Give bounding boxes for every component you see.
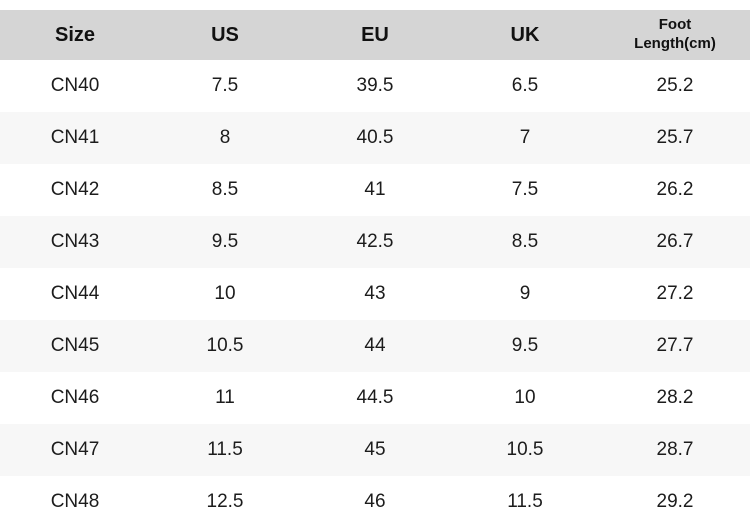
cell-size: CN46 — [50, 387, 100, 408]
cell-foot-length: 26.2 — [656, 179, 694, 200]
table-row: CN44 10 43 9 27.2 — [0, 268, 750, 320]
cell-foot-length: 28.7 — [656, 439, 694, 460]
cell-eu: 46 — [364, 491, 386, 512]
header-cell-size: Size — [54, 23, 96, 46]
cell-size: CN44 — [50, 283, 100, 304]
table-body: CN40 7.5 39.5 6.5 25.2 CN41 8 40.5 7 25.… — [0, 60, 750, 528]
cell-foot-length: 25.7 — [656, 127, 694, 148]
cell-uk: 8.5 — [511, 231, 539, 252]
header-row: Size US EU UK Foot Length(cm) — [0, 10, 750, 60]
cell-uk: 10 — [514, 387, 536, 408]
cell-eu: 45 — [364, 439, 386, 460]
cell-us: 7.5 — [211, 75, 239, 96]
cell-us: 12.5 — [206, 491, 244, 512]
table-row: CN48 12.5 46 11.5 29.2 — [0, 476, 750, 528]
cell-us: 10 — [214, 283, 236, 304]
cell-foot-length: 27.2 — [656, 283, 694, 304]
cell-foot-length: 27.7 — [656, 335, 694, 356]
header-cell-foot-length: Foot Length(cm) — [600, 10, 750, 60]
cell-us: 8 — [219, 127, 231, 148]
cell-foot-length: 26.7 — [656, 231, 694, 252]
cell-us: 11 — [215, 387, 235, 408]
cell-us: 9.5 — [211, 231, 239, 252]
cell-foot-length: 28.2 — [656, 387, 694, 408]
cell-size: CN45 — [50, 335, 100, 356]
header-cell-foot-length-label: Foot Length(cm) — [634, 16, 716, 52]
cell-size: CN41 — [50, 127, 100, 148]
cell-eu: 42.5 — [356, 231, 394, 252]
cell-foot-length: 29.2 — [656, 491, 694, 512]
cell-size: CN47 — [50, 439, 100, 460]
cell-uk: 9 — [519, 283, 531, 304]
cell-uk: 10.5 — [506, 439, 544, 460]
header-cell-uk: UK — [510, 23, 540, 46]
cell-us: 11.5 — [207, 439, 243, 460]
cell-size: CN40 — [50, 75, 100, 96]
cell-eu: 41 — [364, 179, 386, 200]
cell-uk: 9.5 — [511, 335, 539, 356]
cell-uk: 7 — [519, 127, 531, 148]
cell-eu: 40.5 — [356, 127, 394, 148]
table-row: CN45 10.5 44 9.5 27.7 — [0, 320, 750, 372]
cell-eu: 43 — [364, 283, 386, 304]
cell-us: 8.5 — [211, 179, 239, 200]
cell-eu: 39.5 — [356, 75, 394, 96]
cell-uk: 11.5 — [507, 491, 543, 512]
cell-size: CN42 — [50, 179, 100, 200]
cell-eu: 44 — [364, 335, 386, 356]
table-header: Size US EU UK Foot Length(cm) — [0, 10, 750, 60]
size-chart-table: Size US EU UK Foot Length(cm) CN40 7.5 3… — [0, 10, 750, 528]
cell-size: CN43 — [50, 231, 100, 252]
table-row: CN46 11 44.5 10 28.2 — [0, 372, 750, 424]
cell-uk: 7.5 — [511, 179, 539, 200]
table-row: CN41 8 40.5 7 25.7 — [0, 112, 750, 164]
table-row: CN42 8.5 41 7.5 26.2 — [0, 164, 750, 216]
table-row: CN47 11.5 45 10.5 28.7 — [0, 424, 750, 476]
cell-size: CN48 — [50, 491, 100, 512]
cell-foot-length: 25.2 — [656, 75, 694, 96]
cell-us: 10.5 — [206, 335, 244, 356]
table-row: CN40 7.5 39.5 6.5 25.2 — [0, 60, 750, 112]
cell-uk: 6.5 — [511, 75, 539, 96]
table-row: CN43 9.5 42.5 8.5 26.7 — [0, 216, 750, 268]
cell-eu: 44.5 — [356, 387, 394, 408]
header-cell-eu: EU — [361, 23, 389, 46]
header-cell-us: US — [211, 23, 239, 46]
